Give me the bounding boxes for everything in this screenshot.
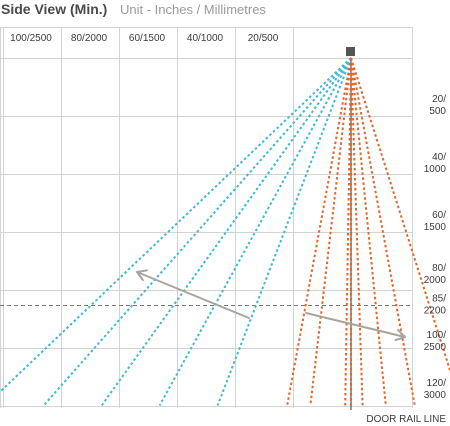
y-tick-line: 80/ bbox=[432, 263, 446, 274]
cyan-beam bbox=[216, 57, 352, 406]
y-tick-line: 3000 bbox=[424, 390, 447, 401]
x-tick-label: 80/2000 bbox=[71, 33, 108, 44]
door-rail-label: DOOR RAIL LINE bbox=[366, 414, 446, 425]
y-tick-line: 500 bbox=[429, 106, 446, 117]
y-tick-label: 85/2200 bbox=[424, 294, 447, 317]
x-tick-label: 100/2500 bbox=[10, 33, 52, 44]
arrow-up-left-head bbox=[136, 269, 148, 282]
arrow-down-right-head bbox=[394, 328, 406, 342]
y-tick-label: 100/2500 bbox=[424, 330, 447, 353]
y-tick-line: 100/ bbox=[427, 330, 447, 341]
orange-beam bbox=[286, 57, 352, 406]
y-tick-line: 60/ bbox=[432, 210, 446, 221]
y-tick-line: 1500 bbox=[424, 222, 447, 233]
beam-layer bbox=[0, 47, 450, 407]
y-tick-line: 2000 bbox=[424, 275, 447, 286]
y-tick-line: 20/ bbox=[432, 94, 446, 105]
y-tick-line: 2200 bbox=[424, 306, 447, 317]
cyan-beam bbox=[100, 57, 352, 407]
cyan-beam bbox=[158, 57, 352, 406]
y-tick-line: 1000 bbox=[424, 164, 447, 175]
orange-beam bbox=[350, 57, 450, 374]
orange-beam bbox=[350, 57, 416, 406]
arrow-up-left bbox=[136, 271, 250, 319]
y-tick-label: 20/500 bbox=[429, 94, 446, 117]
y-tick-line: 120/ bbox=[427, 378, 447, 389]
label-layer: 120/3000 100/2500 80/2000 60/1500 40/1000 20/… bbox=[10, 33, 447, 425]
y-tick-line: 40/ bbox=[432, 152, 446, 163]
y-tick-label: 40/1000 bbox=[424, 152, 447, 175]
x-tick-label: 60/1500 bbox=[129, 33, 166, 44]
sensor-icon bbox=[346, 47, 355, 56]
y-tick-line: 2500 bbox=[424, 342, 447, 353]
cyan-beam bbox=[0, 57, 352, 394]
grid bbox=[0, 27, 413, 410]
x-tick-label: 40/1000 bbox=[187, 33, 224, 44]
y-tick-label: 60/1500 bbox=[424, 210, 447, 233]
cyan-beam bbox=[42, 57, 352, 407]
x-tick-label: 20/500 bbox=[248, 33, 279, 44]
y-tick-line: 85/ bbox=[432, 294, 446, 305]
arrow-layer bbox=[136, 269, 406, 342]
arrow-down-right bbox=[305, 312, 406, 338]
orange-beam bbox=[309, 57, 352, 406]
diagram-subtitle: Unit - Inches / Millimetres bbox=[120, 2, 266, 17]
orange-beam bbox=[350, 57, 387, 406]
y-tick-label: 80/2000 bbox=[424, 263, 447, 286]
y-tick-label: 120/3000 bbox=[424, 378, 447, 401]
diagram-title: Side View (Min.) bbox=[1, 1, 108, 17]
